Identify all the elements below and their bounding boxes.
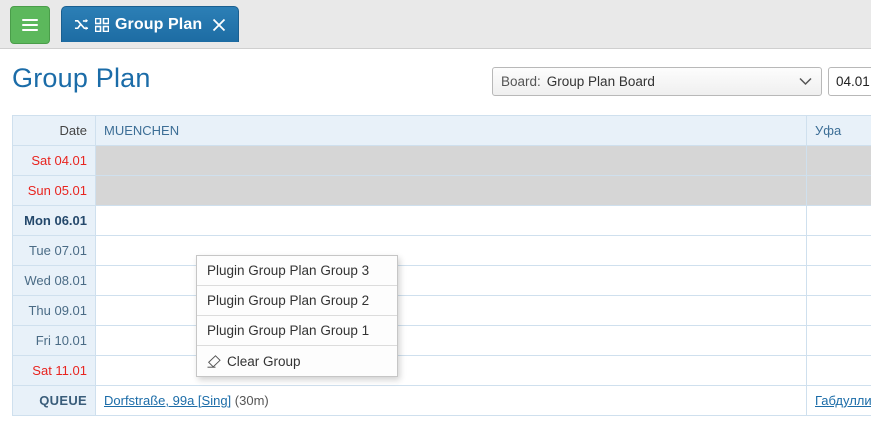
- grid-row: Fri 10.01: [12, 325, 871, 356]
- grid-header: Date MUENCHEN Уфа: [12, 115, 871, 146]
- cell-ufa[interactable]: [806, 235, 871, 266]
- row-date-cell[interactable]: Sat 04.01: [12, 145, 96, 176]
- context-menu-item-label: Plugin Group Plan Group 3: [207, 263, 370, 278]
- row-date-cell[interactable]: Tue 07.01: [12, 235, 96, 266]
- eraser-icon: [207, 354, 221, 368]
- row-date-cell[interactable]: Mon 06.01: [12, 205, 96, 236]
- grid-queue-row: QUEUE Dorfstraße, 99a [Sing] (30m) Габдулл…: [12, 385, 871, 416]
- grid-body: Sat 04.01 Sun 05.01 Mon 06.01 Tue 07.01 Wed …: [12, 145, 871, 416]
- row-date-cell[interactable]: Thu 09.01: [12, 295, 96, 326]
- cell-ufa[interactable]: [806, 355, 871, 386]
- context-menu-item[interactable]: Plugin Group Plan Group 2: [197, 286, 397, 316]
- queue-label-cell: QUEUE: [12, 385, 96, 416]
- row-date-cell[interactable]: Sun 05.01: [12, 175, 96, 206]
- board-select-value: Group Plan Board: [546, 74, 655, 89]
- cell-muenchen[interactable]: [95, 145, 807, 176]
- queue-cell-muenchen[interactable]: Dorfstraße, 99a [Sing] (30m): [95, 385, 807, 416]
- close-icon[interactable]: [212, 18, 226, 32]
- cell-ufa[interactable]: [806, 175, 871, 206]
- grid-row: Sun 05.01: [12, 175, 871, 206]
- cell-muenchen[interactable]: [95, 175, 807, 206]
- cell-ufa[interactable]: [806, 265, 871, 296]
- tab-label: Group Plan: [115, 15, 203, 33]
- context-menu-item[interactable]: Clear Group: [197, 346, 397, 376]
- top-toolbar: Group Plan: [0, 0, 871, 49]
- context-menu-item[interactable]: Plugin Group Plan Group 3: [197, 256, 397, 286]
- grid-row: Sat 11.01: [12, 355, 871, 386]
- context-menu-item-label: Plugin Group Plan Group 2: [207, 293, 370, 308]
- page-title: Group Plan: [12, 63, 151, 93]
- hamburger-menu-button[interactable]: [10, 6, 50, 44]
- column-header-muenchen[interactable]: MUENCHEN: [95, 115, 807, 146]
- shuffle-icon: [74, 18, 89, 30]
- group-plan-grid: Date MUENCHEN Уфа Sat 04.01 Sun 05.01 Mon …: [12, 115, 871, 416]
- grid-row: Mon 06.01: [12, 205, 871, 236]
- tab-group-plan[interactable]: Group Plan: [61, 6, 240, 42]
- column-header-date[interactable]: Date: [12, 115, 96, 146]
- cell-ufa[interactable]: [806, 325, 871, 356]
- date-input[interactable]: 04.01.: [828, 67, 871, 96]
- cell-ufa[interactable]: [806, 295, 871, 326]
- context-menu-item-label: Plugin Group Plan Group 1: [207, 323, 370, 338]
- grid-row: Sat 04.01: [12, 145, 871, 176]
- cell-muenchen[interactable]: [95, 205, 807, 236]
- grid-header-row: Date MUENCHEN Уфа: [12, 115, 871, 146]
- cell-ufa[interactable]: [806, 205, 871, 236]
- grid-row: Wed 08.01: [12, 265, 871, 296]
- chevron-down-icon: [799, 77, 812, 86]
- queue-event-link-ufa[interactable]: Габдулли: [815, 393, 871, 408]
- grid-row: Tue 07.01: [12, 235, 871, 266]
- hamburger-icon: [22, 16, 38, 34]
- queue-event-duration: (30m): [231, 393, 269, 408]
- row-date-cell[interactable]: Sat 11.01: [12, 355, 96, 386]
- row-date-cell[interactable]: Fri 10.01: [12, 325, 96, 356]
- board-select-label: Board:: [501, 74, 541, 89]
- row-date-cell[interactable]: Wed 08.01: [12, 265, 96, 296]
- cell-ufa[interactable]: [806, 145, 871, 176]
- date-input-value: 04.01.: [836, 74, 871, 89]
- group-context-menu[interactable]: Plugin Group Plan Group 3 Plugin Group Pl…: [196, 255, 398, 377]
- context-menu-item-label: Clear Group: [227, 353, 301, 369]
- grid-row: Thu 09.01: [12, 295, 871, 326]
- context-menu-item[interactable]: Plugin Group Plan Group 1: [197, 316, 397, 346]
- queue-cell-ufa[interactable]: Габдулли: [806, 385, 871, 416]
- queue-event-link[interactable]: Dorfstraße, 99a [Sing]: [104, 393, 232, 408]
- column-header-ufa[interactable]: Уфа: [806, 115, 871, 146]
- board-select[interactable]: Board: Group Plan Board: [492, 67, 822, 96]
- grid-icon: [95, 17, 109, 32]
